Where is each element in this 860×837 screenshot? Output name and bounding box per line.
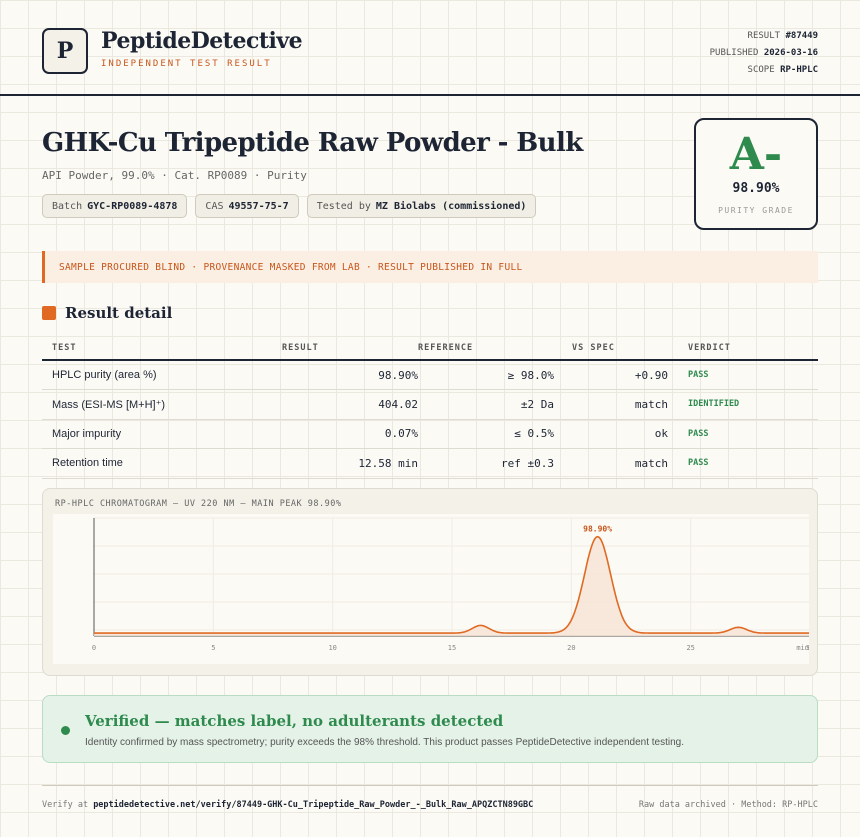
cell-verdict: PASS [668,360,818,390]
chart-grid [93,517,809,636]
section-header: Result detail [42,304,172,322]
x-tick-label: 20 [567,644,575,652]
footer-divider [42,785,818,786]
batch-chip: Batch GYC-RP0089-4878 [42,194,188,218]
verified-banner: Verified — matches label, no adulterants… [42,695,818,763]
product-chips: Batch GYC-RP0089-4878 CAS 49557-75-7 Teste… [42,194,537,218]
meta-scope: SCOPE RP-HPLC [747,65,818,75]
x-unit-label: min [796,644,809,652]
header: P PeptideDetective INDEPENDENT TEST RESU… [0,0,860,96]
cell-verdict: IDENTIFIED [668,389,818,420]
cell-verdict: PASS [668,448,818,479]
chart-plot-background [53,514,809,664]
cell-verdict: PASS [668,419,818,449]
brand-name[interactable]: PeptideDetective [101,28,303,54]
x-tick-label: 0 [92,644,96,652]
chart-series [94,535,809,636]
cell-result: 404.02 [282,389,418,420]
chart-ticks: 0 5 10 15 20 25 30min [92,644,809,652]
brand-tagline: INDEPENDENT TEST RESULT [101,59,272,69]
cell-reference: ≤ 0.5% [418,419,554,449]
section-title: Result detail [65,304,173,322]
lab-chip: Tested by MZ Biolabs (commissioned) [306,194,537,218]
brand-logo[interactable]: P [42,28,88,74]
cell-reference: ±2 Da [418,389,554,420]
cell-reference: ref ±0.3 [418,448,554,479]
verified-dot-icon [61,726,70,735]
grade-letter: A- [729,129,783,180]
footer-method: Raw data archived · Method: RP-HPLC [638,800,818,810]
result-meta: RESULT #87449 PUBLISHED 2026-03-16 SCOPE… [710,28,818,79]
product-title: GHK-Cu Tripeptide Raw Powder - Bulk [42,128,583,158]
purity-grade-card: A- 98.90% PURITY GRADE [694,118,818,230]
product-subline: API Powder, 99.0% · Cat. RP0089 · Purity [42,169,307,182]
verify-url-link[interactable]: peptidedetective.net/verify/87449-GHK-Cu… [93,800,534,810]
meta-result: RESULT #87449 [747,31,818,41]
chromatogram-chart: 0 5 10 15 20 25 30min 98.90% [53,514,809,664]
verified-title: Verified — matches label, no adulterants… [85,712,504,730]
grade-percent: 98.90% [732,181,780,196]
verified-subtitle: Identity confirmed by mass spectrometry;… [85,737,685,748]
cell-result: 0.07% [282,419,418,449]
procurement-notice: SAMPLE PROCURED BLIND · PROVENANCE MASKE… [42,251,818,283]
x-tick-label: 10 [328,644,336,652]
cell-test: Mass (ESI-MS [M+H]⁺) [42,389,282,420]
cell-reference: ≥ 98.0% [418,360,554,390]
col-reference: REFERENCE [418,336,554,361]
cell-test: Retention time [42,448,282,479]
cell-result: 12.58 min [282,448,418,479]
col-result: RESULT [282,336,418,361]
peak-annotation: 98.90% [583,525,612,534]
cell-test: Major impurity [42,419,282,449]
cell-vs-spec: +0.90 [554,360,668,390]
cell-vs-spec: match [554,448,668,479]
cell-test: HPLC purity (area %) [42,360,282,390]
table-header-row: TEST RESULT REFERENCE VS SPEC VERDICT [42,336,818,361]
col-verdict: VERDICT [668,336,818,361]
x-tick-label: 5 [211,644,215,652]
chart-annotations: 98.90% [583,525,612,534]
chromatogram-card: RP-HPLC CHROMATOGRAM — UV 220 NM — MAIN … [42,488,818,676]
table-row: Retention time 12.58 min ref ±0.3 match … [42,448,818,479]
x-tick-label: 25 [686,644,694,652]
results-table: TEST RESULT REFERENCE VS SPEC VERDICT HP… [42,336,818,479]
x-tick-label: 30 [806,644,809,652]
table-row: HPLC purity (area %) 98.90% ≥ 98.0% +0.9… [42,360,818,390]
table-row: Major impurity 0.07% ≤ 0.5% ok PASS [42,419,818,449]
series-line [94,535,809,634]
cell-vs-spec: match [554,389,668,420]
table-row: Mass (ESI-MS [M+H]⁺) 404.02 ±2 Da match … [42,389,818,420]
verify-link-text: Verify at peptidedetective.net/verify/87… [42,800,533,810]
cas-chip: CAS 49557-75-7 [195,194,299,218]
verify-prefix: Verify at [42,800,89,810]
chart-title: RP-HPLC CHROMATOGRAM — UV 220 NM — MAIN … [55,499,342,509]
grade-label: PURITY GRADE [718,206,794,215]
meta-published: PUBLISHED 2026-03-16 [709,48,818,58]
col-test: TEST [42,336,282,361]
cell-vs-spec: ok [554,419,668,449]
x-tick-label: 15 [448,644,456,652]
col-vs-spec: VS SPEC [554,336,668,361]
cell-result: 98.90% [282,360,418,390]
section-marker-icon [42,306,56,320]
